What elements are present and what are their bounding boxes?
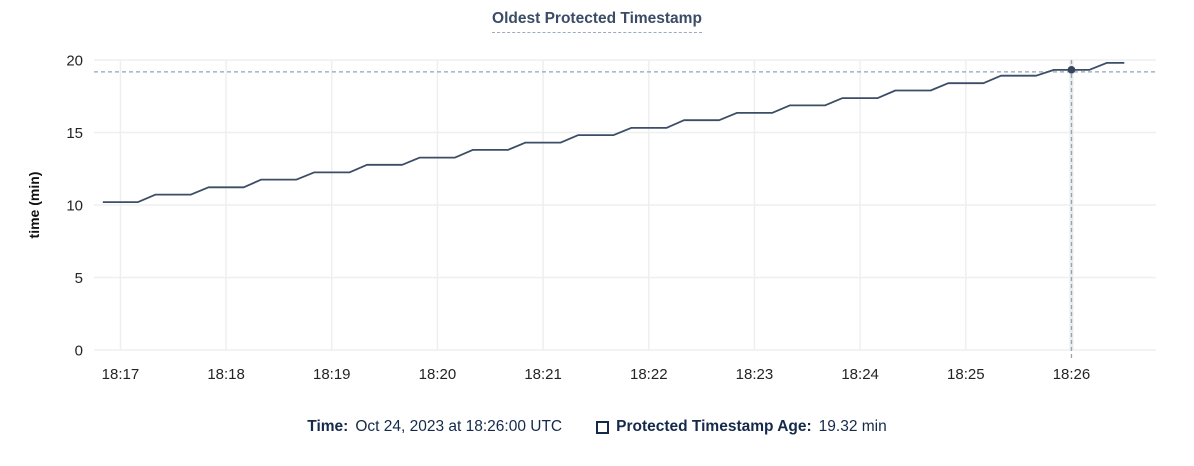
chart-title[interactable]: Oldest Protected Timestamp [492,10,702,33]
hover-band [1069,60,1074,350]
x-tick-label: 18:19 [313,366,351,383]
y-tick-label: 0 [75,342,83,359]
line-chart[interactable]: 0 5 10 15 20 18:17 18:18 18:19 18:20 18:21 18:22 18… [0,0,1194,400]
x-tick-label: 18:23 [736,366,774,383]
x-tick-label: 18:26 [1053,366,1091,383]
legend-series-label: Protected Timestamp Age: [616,418,812,435]
legend-item-protected-timestamp-age[interactable]: Protected Timestamp Age: 19.32 min [596,416,887,438]
highlight-dot [1067,66,1076,74]
x-tick-label: 18:17 [102,366,140,383]
legend-time-value: Oct 24, 2023 at 18:26:00 UTC [355,418,563,435]
chart-title-row: Oldest Protected Timestamp [0,10,1194,33]
x-tick-label: 18:25 [947,366,985,383]
x-tick-label: 18:24 [841,366,879,383]
series-line-protected-timestamp-age [102,62,1125,204]
y-tick-label: 20 [66,52,83,69]
legend-series-value: 19.32 min [818,418,887,435]
y-tick-label: 10 [66,197,83,214]
x-tick-label: 18:22 [630,366,668,383]
x-tick-label: 18:21 [524,366,562,383]
chart-legend: Time: Oct 24, 2023 at 18:26:00 UTC Prote… [0,416,1194,438]
legend-time-label: Time: [307,418,349,435]
y-tick-label: 5 [75,270,83,287]
x-tick-label: 18:20 [419,366,457,383]
y-tick-label: 15 [66,125,83,142]
x-tick-label: 18:18 [207,366,245,383]
legend-time: Time: Oct 24, 2023 at 18:26:00 UTC [307,416,562,438]
legend-checkbox-icon[interactable] [596,420,610,434]
